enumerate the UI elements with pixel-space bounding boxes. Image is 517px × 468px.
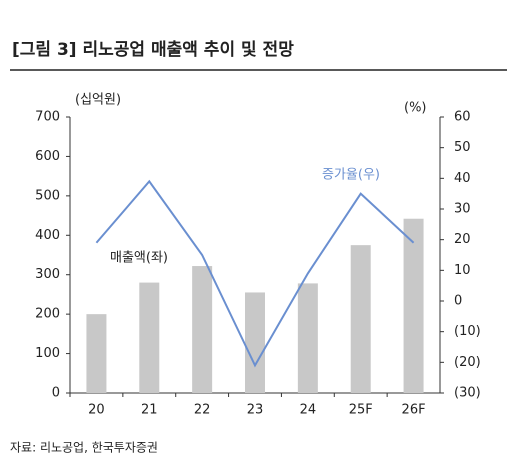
x-tick-label: 24 (300, 403, 317, 418)
y2-tick-label: 30 (454, 202, 471, 217)
bar (139, 282, 160, 393)
y-tick-label: 200 (35, 307, 60, 322)
bar (86, 314, 107, 393)
y2-tick-label: (20) (454, 355, 481, 370)
series-label: 매출액(좌) (110, 251, 168, 266)
x-tick-label: 25F (349, 403, 373, 418)
y2-axis-label: (%) (404, 101, 427, 116)
y-tick-label: 100 (35, 346, 60, 361)
x-tick-label: 26F (402, 403, 426, 418)
y2-tick-label: 40 (454, 171, 471, 186)
y-tick-label: 400 (35, 228, 60, 243)
y2-tick-label: 0 (454, 294, 462, 309)
chart-title: [그림 3] 리노공업 매출액 추이 및 전망 (12, 40, 294, 60)
x-tick-label: 20 (88, 403, 105, 418)
x-tick-label: 23 (247, 403, 264, 418)
y-tick-label: 0 (52, 386, 60, 401)
y2-tick-label: (10) (454, 324, 481, 339)
y-tick-label: 500 (35, 188, 60, 203)
y2-tick-label: (30) (454, 386, 481, 401)
bar (297, 283, 318, 393)
bar (403, 218, 424, 393)
series-label: 증가율(우) (322, 168, 380, 183)
y-tick-label: 600 (35, 149, 60, 164)
growth-line (95, 179, 415, 368)
y2-tick-label: 60 (454, 110, 471, 125)
bar (350, 245, 371, 393)
y2-tick-label: 10 (454, 263, 471, 278)
y-axis-label: (십억원) (75, 93, 121, 108)
y2-tick-label: 20 (454, 232, 471, 247)
y-tick-label: 300 (35, 267, 60, 282)
x-tick-label: 22 (194, 403, 211, 418)
x-tick-label: 21 (141, 403, 158, 418)
source: 자료: 리노공업, 한국투자증권 (10, 441, 158, 455)
y-tick-label: 700 (35, 110, 60, 125)
bar (245, 292, 265, 393)
y2-tick-label: 50 (454, 140, 471, 155)
bar (192, 266, 213, 393)
